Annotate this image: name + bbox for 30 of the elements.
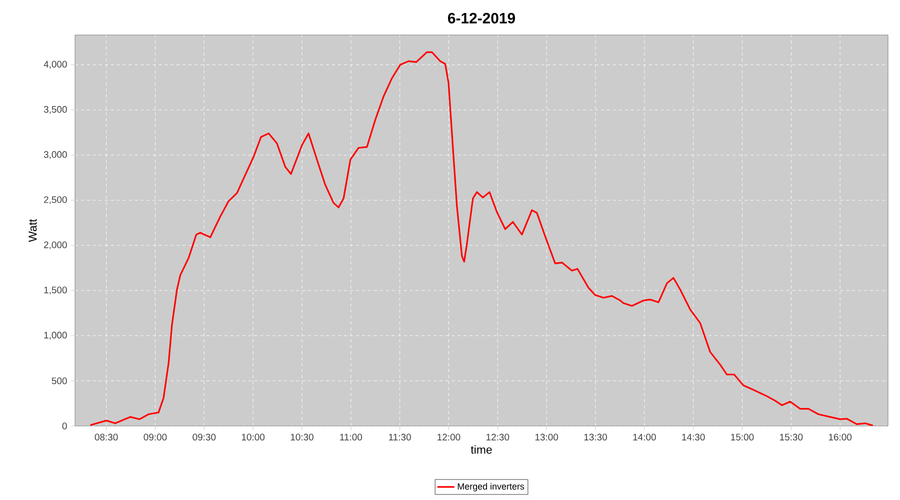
x-tick-label: 10:00 (242, 434, 265, 440)
y-tick-label: 1,000 (44, 332, 67, 340)
x-tick-label: 14:00 (633, 434, 656, 440)
x-tick-label: 09:30 (192, 434, 216, 440)
x-tick-label: 10:30 (290, 434, 314, 440)
x-tick-label: 12:00 (438, 434, 460, 440)
x-tick-label: 09:00 (144, 434, 167, 440)
y-tick-label: 500 (52, 377, 67, 384)
x-tick-label: 13:00 (535, 434, 558, 440)
y-tick-label: 3,000 (44, 151, 67, 159)
x-axis-title: time (470, 445, 492, 454)
legend-label: Merged inverters (458, 482, 524, 492)
line-series (90, 51, 874, 426)
x-tick-label: 16:00 (828, 434, 852, 440)
y-axis-title: Watt (28, 219, 37, 242)
x-tick-label: 11:30 (389, 434, 411, 440)
y-tick-label: 4,000 (44, 60, 67, 69)
x-tick-label: 12:30 (486, 434, 510, 440)
x-tick-label: 13:30 (584, 434, 607, 440)
x-tick-label: 11:00 (340, 434, 362, 440)
chart-title: 6-12-2019 (448, 12, 515, 24)
y-tick-label: 2,000 (44, 241, 67, 250)
y-tick-label: 3,500 (44, 106, 67, 114)
x-tick-label: 14:30 (682, 434, 705, 440)
x-tick-label: 15:30 (780, 434, 803, 440)
y-tick-label: 2,500 (44, 196, 67, 204)
x-tick-label: 15:00 (731, 434, 754, 440)
y-tick-label: 0 (62, 422, 67, 430)
x-tick-label: 08:30 (94, 434, 118, 440)
y-tick-label: 1,500 (44, 286, 67, 294)
